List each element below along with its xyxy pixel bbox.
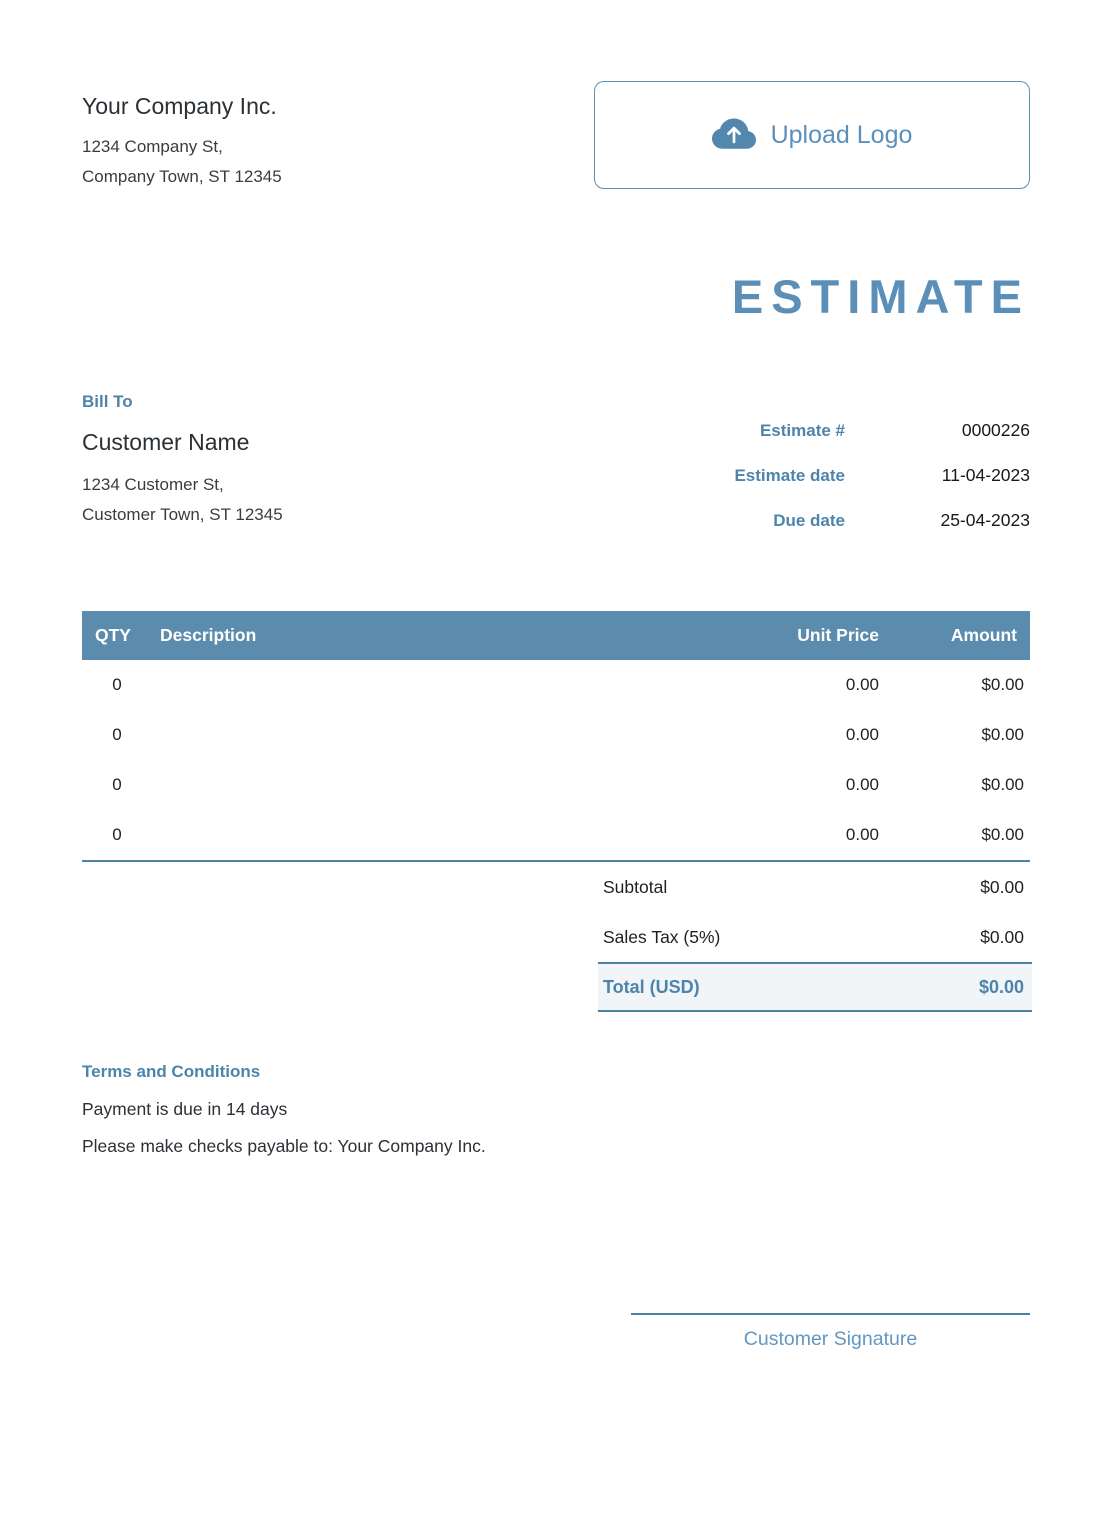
company-address: 1234 Company St, Company Town, ST 12345 bbox=[82, 132, 282, 192]
terms-line1: Payment is due in 14 days bbox=[82, 1099, 288, 1119]
table-row: 0 0.00 $0.00 bbox=[82, 760, 1030, 810]
due-date-label: Due date bbox=[773, 511, 845, 530]
estimate-document: Your Company Inc. 1234 Company St, Compa… bbox=[0, 81, 1110, 1517]
cloud-upload-icon bbox=[711, 118, 756, 149]
customer-address: 1234 Customer St, Customer Town, ST 1234… bbox=[82, 470, 283, 530]
column-header-amount: Amount bbox=[950, 625, 1017, 645]
row-amount: $0.00 bbox=[981, 725, 1024, 744]
row-qty: 0 bbox=[112, 775, 122, 794]
subtotal-value: $0.00 bbox=[980, 876, 1024, 897]
customer-signature-area: Customer Signature bbox=[631, 1313, 1030, 1351]
billing-info-row: Bill To Customer Name 1234 Customer St, … bbox=[82, 392, 1030, 543]
row-amount: $0.00 bbox=[981, 675, 1024, 694]
company-address-line1: 1234 Company St, bbox=[82, 137, 223, 156]
upload-logo-label: Upload Logo bbox=[770, 120, 913, 149]
total-value: $0.00 bbox=[978, 976, 1024, 997]
document-title: ESTIMATE bbox=[731, 270, 1030, 323]
row-unit-price: 0.00 bbox=[845, 675, 879, 694]
sales-tax-row: Sales Tax (5%) $0.00 bbox=[598, 912, 1032, 962]
estimate-date-value: 11-04-2023 bbox=[941, 465, 1030, 485]
row-unit-price: 0.00 bbox=[845, 775, 879, 794]
row-amount: $0.00 bbox=[981, 825, 1024, 844]
row-amount: $0.00 bbox=[981, 775, 1024, 794]
upload-logo-button[interactable]: Upload Logo bbox=[594, 81, 1030, 189]
company-block: Your Company Inc. 1234 Company St, Compa… bbox=[82, 92, 282, 192]
estimate-date-row: Estimate date 11-04-2023 bbox=[684, 453, 1030, 498]
sales-tax-value: $0.00 bbox=[980, 926, 1024, 947]
bill-to-heading: Bill To bbox=[82, 392, 133, 411]
terms-heading: Terms and Conditions bbox=[82, 1062, 261, 1081]
line-items-table: QTY Description Unit Price Amount 0 0.00… bbox=[82, 611, 1030, 862]
row-qty: 0 bbox=[112, 725, 122, 744]
due-date-row: Due date 25-04-2023 bbox=[684, 498, 1030, 543]
estimate-number-row: Estimate # 0000226 bbox=[684, 408, 1030, 453]
customer-address-line1: 1234 Customer St, bbox=[82, 475, 224, 494]
row-unit-price: 0.00 bbox=[845, 725, 879, 744]
estimate-date-label: Estimate date bbox=[734, 466, 845, 485]
customer-address-line2: Customer Town, ST 12345 bbox=[82, 505, 283, 524]
table-row: 0 0.00 $0.00 bbox=[82, 660, 1030, 710]
company-address-line2: Company Town, ST 12345 bbox=[82, 167, 282, 186]
subtotal-row: Subtotal $0.00 bbox=[598, 862, 1032, 912]
due-date-value: 25-04-2023 bbox=[940, 510, 1030, 530]
terms-and-conditions: Terms and Conditions Payment is due in 1… bbox=[82, 1062, 1030, 1157]
estimate-number-label: Estimate # bbox=[759, 421, 845, 440]
terms-line2: Please make checks payable to: Your Comp… bbox=[82, 1136, 486, 1156]
total-row: Total (USD) $0.00 bbox=[598, 962, 1032, 1012]
table-row: 0 0.00 $0.00 bbox=[82, 810, 1030, 860]
customer-signature-label: Customer Signature bbox=[743, 1328, 918, 1350]
total-label: Total (USD) bbox=[603, 976, 700, 997]
table-header-row: QTY Description Unit Price Amount bbox=[82, 611, 1030, 660]
row-unit-price: 0.00 bbox=[845, 825, 879, 844]
column-header-description: Description bbox=[160, 625, 257, 645]
document-header: Your Company Inc. 1234 Company St, Compa… bbox=[82, 81, 1030, 192]
column-header-qty: QTY bbox=[95, 625, 131, 645]
table-row: 0 0.00 $0.00 bbox=[82, 710, 1030, 760]
bill-to-block: Bill To Customer Name 1234 Customer St, … bbox=[82, 392, 283, 543]
subtotal-label: Subtotal bbox=[603, 876, 668, 897]
totals-summary: Subtotal $0.00 Sales Tax (5%) $0.00 Tota… bbox=[598, 862, 1032, 1012]
estimate-meta-block: Estimate # 0000226 Estimate date 11-04-2… bbox=[684, 408, 1030, 543]
row-qty: 0 bbox=[112, 675, 122, 694]
column-header-unit-price: Unit Price bbox=[797, 625, 879, 645]
company-name: Your Company Inc. bbox=[82, 93, 277, 119]
sales-tax-label: Sales Tax (5%) bbox=[603, 926, 721, 947]
row-qty: 0 bbox=[112, 825, 122, 844]
customer-name: Customer Name bbox=[82, 429, 250, 455]
estimate-number-value: 0000226 bbox=[961, 420, 1030, 440]
